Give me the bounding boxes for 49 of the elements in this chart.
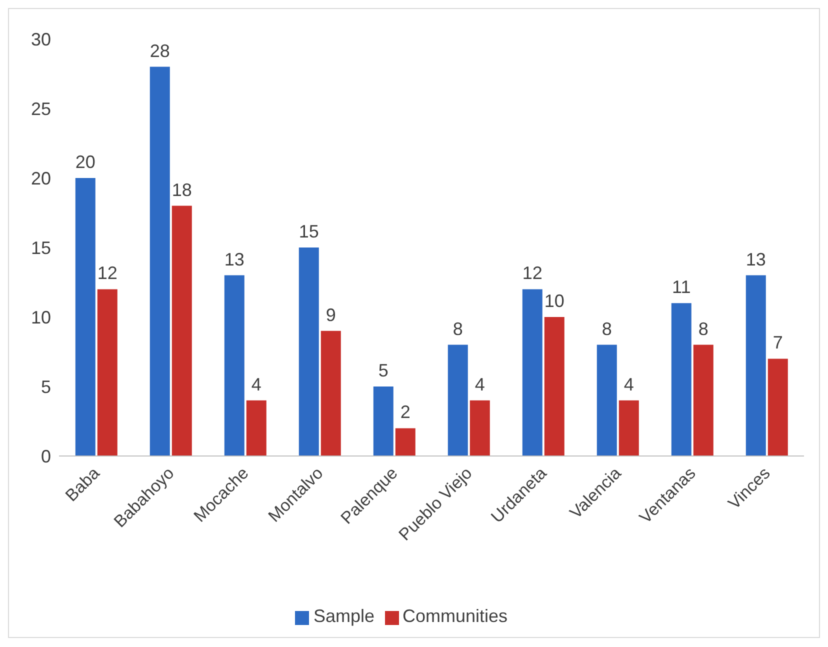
data-label: 11 [672,277,691,298]
legend-label: Sample [313,606,374,626]
bar [522,289,542,456]
data-label: 4 [251,374,262,394]
y-tick-label: 5 [40,376,51,397]
bar [224,275,244,456]
bar [596,344,617,456]
data-label: 8 [452,318,463,339]
data-label: 8 [602,318,612,339]
y-tick-label: 30 [30,29,51,50]
bar [618,400,639,456]
bar [320,330,341,456]
y-tick-label: 0 [40,446,51,466]
data-label: 9 [326,304,336,325]
data-label: 28 [150,40,170,61]
data-label: 18 [172,180,192,200]
data-label: 4 [474,374,485,394]
bar [693,344,714,456]
bar [172,206,192,456]
bar [97,289,118,456]
bar [768,358,788,456]
bar [544,317,564,456]
bar [373,386,394,456]
data-label: 8 [698,318,708,339]
bar [470,400,490,456]
data-label: 20 [75,152,96,172]
bar [298,248,319,456]
data-label: 7 [772,332,783,353]
data-label: 4 [624,374,634,394]
data-label: 13 [224,249,244,270]
y-tick-label: 25 [30,98,51,119]
data-label: 15 [298,222,319,242]
y-tick-label: 20 [30,168,51,188]
data-label: 2 [400,402,410,422]
bar [246,400,266,456]
data-label: 12 [522,263,542,284]
bar [150,66,170,456]
data-label: 5 [378,360,388,380]
bar [448,344,468,456]
data-label: 10 [544,291,564,311]
y-tick-label: 10 [30,307,51,328]
bar [395,428,416,456]
bar [75,178,96,456]
y-tick-label: 15 [30,238,51,258]
legend-label: Communities [402,606,508,626]
data-label: 12 [97,263,118,284]
bar [746,275,766,456]
data-label: 13 [746,249,766,270]
bar [671,303,692,456]
